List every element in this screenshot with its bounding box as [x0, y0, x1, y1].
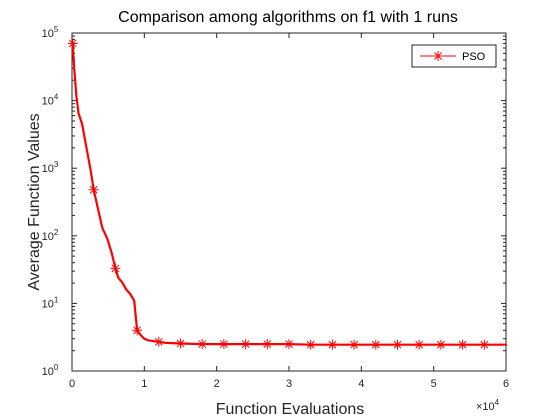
- y-tick-label-base: 10: [42, 231, 54, 243]
- y-tick-label: 104: [42, 93, 59, 108]
- data-point-marker: [110, 263, 121, 274]
- marker-stroke: [306, 340, 315, 349]
- y-tick-label-base: 10: [42, 28, 54, 40]
- data-point-marker: [349, 339, 360, 350]
- data-point-marker: [153, 336, 164, 347]
- x-axis-label: Function Evaluations: [216, 401, 365, 418]
- marker-stroke: [68, 39, 77, 48]
- x-axis-exponent-base: ×10: [476, 401, 495, 413]
- x-tick-label: 1: [141, 378, 147, 390]
- marker-stroke: [198, 340, 207, 348]
- data-point-marker: [218, 339, 229, 350]
- x-axis-ticks: 0 1 2 3 4 5 6: [69, 33, 509, 390]
- data-point-marker: [457, 339, 468, 350]
- data-point-marker: [262, 339, 273, 350]
- marker-stroke: [480, 340, 489, 349]
- data-point-marker: [392, 339, 403, 350]
- x-tick-label: 2: [214, 378, 220, 390]
- x-axis-exponent: ×104: [476, 398, 500, 413]
- y-tick-label-power: 4: [54, 93, 59, 102]
- marker-stroke: [285, 340, 293, 348]
- marker-stroke: [89, 185, 98, 194]
- marker-stroke: [350, 340, 358, 349]
- y-tick-label-power: 1: [54, 295, 59, 304]
- data-point-marker: [305, 339, 316, 350]
- y-tick-label-base: 10: [42, 366, 54, 378]
- marker-stroke: [241, 340, 250, 348]
- data-point-marker: [197, 339, 208, 350]
- marker-stroke: [111, 264, 120, 273]
- y-tick-label: 101: [42, 295, 59, 310]
- legend-swatch-marker: [433, 51, 443, 61]
- data-point-marker: [240, 339, 251, 350]
- chart-title: Comparison among algorithms on f1 with 1…: [118, 9, 458, 26]
- y-tick-label: 100: [42, 363, 59, 378]
- legend-label-pso: PSO: [462, 51, 486, 63]
- marker-stroke: [458, 340, 467, 349]
- y-axis-label: Average Function Values: [26, 113, 43, 290]
- y-tick-label-power: 3: [54, 160, 59, 169]
- marker-stroke: [437, 340, 445, 349]
- marker-stroke: [263, 340, 272, 348]
- series-line-pso: [71, 42, 508, 346]
- y-tick-label: 103: [42, 160, 59, 175]
- data-point-marker: [327, 339, 338, 350]
- data-point-marker: [284, 339, 294, 350]
- marker-stroke: [133, 326, 141, 335]
- x-tick-label: 5: [431, 378, 437, 390]
- marker-stroke: [176, 339, 185, 348]
- marker-stroke: [371, 340, 380, 349]
- legend-marker-glyph: [433, 51, 443, 61]
- x-tick-label: 6: [503, 378, 509, 390]
- legend[interactable]: PSO: [411, 44, 497, 68]
- x-tick-label: 4: [358, 378, 364, 390]
- marker-stroke: [415, 340, 424, 349]
- data-point-marker: [370, 339, 381, 350]
- data-point-marker: [435, 339, 446, 350]
- data-point-marker: [414, 339, 425, 350]
- y-tick-label-power: 0: [54, 363, 59, 372]
- y-tick-label-power: 5: [54, 25, 59, 34]
- y-tick-label: 105: [42, 25, 59, 40]
- x-axis-exponent-power: 4: [495, 398, 500, 407]
- x-tick-label: 3: [286, 378, 292, 390]
- data-point-marker: [479, 339, 490, 350]
- data-point-marker: [67, 38, 78, 49]
- series-layer: [67, 38, 508, 350]
- plot-area: [71, 32, 507, 372]
- y-tick-label-base: 10: [42, 298, 54, 310]
- marker-stroke: [328, 340, 337, 349]
- marker-stroke: [434, 52, 442, 60]
- marker-stroke: [154, 337, 163, 346]
- marker-stroke: [220, 340, 228, 348]
- marker-stroke: [393, 340, 402, 349]
- data-point-marker: [132, 325, 143, 336]
- data-point-marker: [88, 184, 99, 195]
- y-tick-label-base: 10: [42, 96, 54, 108]
- y-tick-label: 102: [42, 228, 59, 243]
- x-tick-label: 0: [69, 378, 75, 390]
- data-point-marker: [175, 338, 186, 349]
- y-tick-label-base: 10: [42, 163, 54, 175]
- y-tick-label-power: 2: [54, 228, 59, 237]
